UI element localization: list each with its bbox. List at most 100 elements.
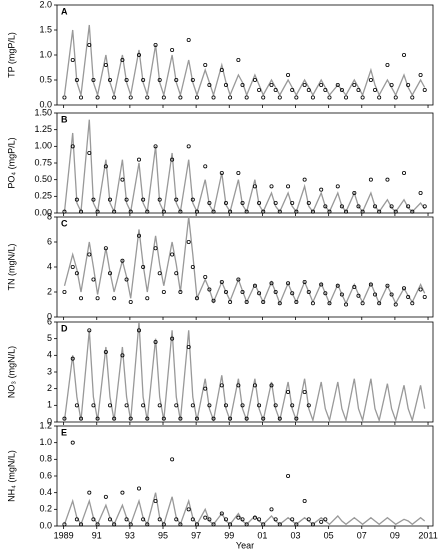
observed-point	[252, 283, 257, 288]
observed-point	[136, 233, 141, 238]
observed-point	[174, 517, 179, 522]
observed-point	[74, 517, 79, 522]
observed-point	[153, 43, 158, 48]
observed-point	[178, 522, 183, 527]
observed-point	[120, 58, 125, 63]
y-tick-label: 0.00	[34, 207, 52, 217]
observed-point	[410, 301, 415, 306]
observed-point	[79, 296, 84, 301]
observed-point	[120, 258, 125, 263]
observed-point	[70, 144, 75, 149]
observed-point	[108, 271, 113, 276]
observed-point	[74, 78, 79, 83]
observed-point	[257, 291, 262, 296]
y-tick-label: 5	[47, 333, 52, 343]
observed-point	[223, 403, 228, 408]
observed-point	[335, 184, 340, 189]
observed-point	[327, 95, 332, 100]
observed-point	[95, 95, 100, 100]
observed-point	[223, 200, 228, 205]
observed-point	[190, 264, 195, 269]
observed-point	[252, 78, 257, 83]
observed-point	[286, 184, 291, 189]
observed-point	[277, 209, 282, 214]
observed-point	[124, 78, 129, 83]
observed-point	[170, 252, 175, 257]
observed-point	[261, 416, 266, 421]
observed-point	[70, 264, 75, 269]
y-tick-label: 2	[47, 286, 52, 296]
observed-point	[319, 187, 324, 192]
observed-point	[310, 209, 315, 214]
x-tick-label: 1989	[54, 530, 74, 540]
observed-point	[70, 356, 75, 361]
observed-point	[79, 416, 84, 421]
observed-point	[207, 403, 212, 408]
model-line	[63, 119, 426, 215]
observed-point	[145, 95, 150, 100]
observed-point	[385, 177, 390, 182]
observed-point	[145, 522, 150, 527]
observed-point	[228, 209, 233, 214]
observed-point	[87, 252, 92, 257]
observed-point	[161, 95, 166, 100]
y-tick-label: 1.0	[39, 437, 52, 447]
observed-point	[161, 522, 166, 527]
observed-point	[161, 209, 166, 214]
observed-point	[186, 144, 191, 149]
observed-point	[161, 416, 166, 421]
plot-frame	[56, 112, 434, 214]
observed-point	[141, 78, 146, 83]
observed-point	[223, 517, 228, 522]
observed-point	[410, 209, 415, 214]
observed-point	[302, 498, 307, 503]
observed-point	[219, 68, 224, 73]
observed-point	[79, 95, 84, 100]
x-axis-title: Year	[236, 540, 254, 550]
x-tick-label: 07	[357, 530, 367, 540]
observed-point	[306, 517, 311, 522]
observed-point	[128, 416, 133, 421]
observed-point	[236, 58, 241, 63]
observed-point	[236, 277, 241, 282]
observed-point	[128, 95, 133, 100]
y-tick-label: 1.0	[39, 49, 52, 59]
model-line	[63, 24, 426, 98]
observed-point	[290, 291, 295, 296]
observed-point	[87, 150, 92, 155]
observed-point	[257, 88, 262, 93]
observed-point	[335, 83, 340, 88]
observed-point	[310, 522, 315, 527]
observed-point	[103, 63, 108, 68]
observed-point	[373, 88, 378, 93]
observed-point	[290, 88, 295, 93]
observed-point	[368, 78, 373, 83]
observed-point	[190, 403, 195, 408]
y-tick-label: 4	[47, 350, 52, 360]
observed-point	[190, 517, 195, 522]
y-tick-label: 1.50	[34, 107, 52, 117]
observed-point	[194, 416, 199, 421]
y-tick-label: 8	[47, 211, 52, 221]
observed-point	[422, 88, 427, 93]
y-tick-label: 1.5	[39, 24, 52, 34]
observed-point	[91, 277, 96, 282]
observed-point	[174, 197, 179, 202]
y-axis-title: NO₃ (mgN/L)	[6, 346, 16, 398]
observed-point	[306, 289, 311, 294]
observed-point	[223, 289, 228, 294]
y-tick-label: 0.5	[39, 74, 52, 84]
observed-point	[141, 517, 146, 522]
observed-point	[269, 383, 274, 388]
observed-point	[290, 517, 295, 522]
y-tick-label: 0.4	[39, 487, 52, 497]
model-line	[63, 492, 426, 526]
observed-point	[103, 164, 108, 169]
y-tick-label: 2.0	[39, 0, 52, 9]
observed-point	[240, 83, 245, 88]
observed-point	[377, 209, 382, 214]
observed-point	[261, 209, 266, 214]
observed-point	[62, 289, 67, 294]
observed-point	[273, 517, 278, 522]
observed-point	[178, 416, 183, 421]
